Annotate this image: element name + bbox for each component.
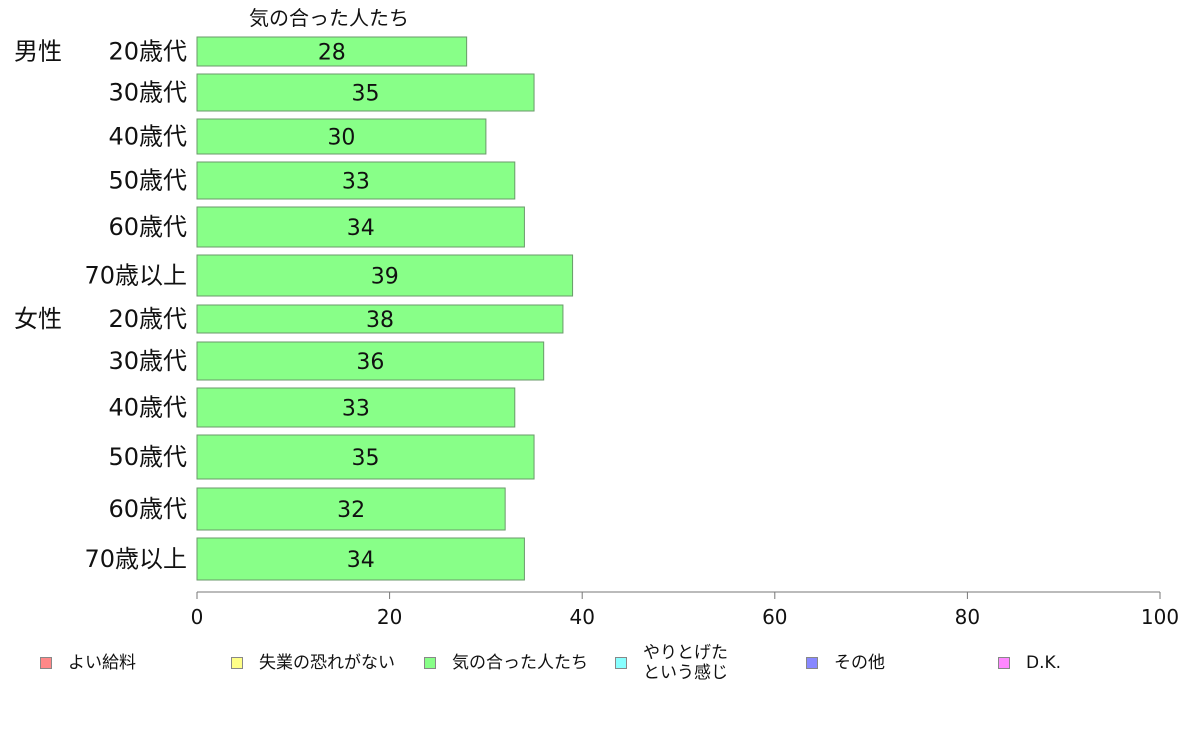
legend-label-4: その他 <box>834 653 885 673</box>
category-label-11: 70歳以上 <box>84 545 187 573</box>
category-label-6: 20歳代 <box>108 305 187 333</box>
bar-10 <box>196 487 506 531</box>
legend-swatch-1 <box>231 657 243 669</box>
legend-label-2: 気の合った人たち <box>452 653 588 673</box>
legend-swatch-2 <box>424 657 436 669</box>
x-tick-label-2: 40 <box>569 605 594 629</box>
legend-item-4: その他 <box>806 640 885 686</box>
legend-swatch-3 <box>615 657 627 669</box>
category-label-9: 50歳代 <box>108 443 187 471</box>
bar-3 <box>196 161 516 200</box>
category-label-1: 30歳代 <box>108 79 187 107</box>
x-tick-label-5: 100 <box>1141 605 1179 629</box>
data-label-6: 38 <box>366 308 394 333</box>
bar-4 <box>196 206 525 248</box>
legend-item-3: やりとげた という感じ <box>615 640 728 686</box>
data-label-2: 30 <box>327 126 355 151</box>
legend-item-1: 失業の恐れがない <box>231 640 395 686</box>
category-label-0: 20歳代 <box>108 38 187 66</box>
bar-11 <box>196 537 525 581</box>
legend-item-2: 気の合った人たち <box>424 640 588 686</box>
bar-1 <box>196 73 535 112</box>
data-label-1: 35 <box>352 82 380 107</box>
data-label-4: 34 <box>347 216 375 241</box>
category-label-5: 70歳以上 <box>84 262 187 290</box>
chart-title: 気の合った人たち <box>249 6 409 30</box>
bar-6 <box>196 304 564 334</box>
data-label-3: 33 <box>342 170 370 195</box>
data-label-0: 28 <box>318 41 346 66</box>
category-label-7: 30歳代 <box>108 347 187 375</box>
bar-2 <box>196 118 487 155</box>
bar-8 <box>196 387 516 428</box>
legend-label-1: 失業の恐れがない <box>259 653 395 673</box>
group-label-0: 男性 <box>14 38 62 66</box>
x-tick-label-1: 20 <box>377 605 402 629</box>
category-label-3: 50歳代 <box>108 167 187 195</box>
bar-5 <box>196 254 574 297</box>
legend-label-0: よい給料 <box>68 653 136 673</box>
bar-chart: 気の合った人たち 28 20歳代 男性 35 30歳代 30 40歳代 33 50歳代 34 60歳… <box>14 6 1179 629</box>
data-label-5: 39 <box>371 265 399 290</box>
category-label-10: 60歳代 <box>108 495 187 523</box>
data-label-10: 32 <box>337 498 365 523</box>
group-label-6: 女性 <box>14 305 62 333</box>
legend-swatch-4 <box>806 657 818 669</box>
legend-item-0: よい給料 <box>40 640 136 686</box>
data-label-8: 33 <box>342 397 370 422</box>
legend-label-5: D.K. <box>1026 653 1062 673</box>
legend-swatch-0 <box>40 657 52 669</box>
data-label-7: 36 <box>356 350 384 375</box>
x-tick-label-3: 60 <box>762 605 787 629</box>
legend-swatch-5 <box>998 657 1010 669</box>
x-tick-label-4: 80 <box>955 605 980 629</box>
category-label-2: 40歳代 <box>108 123 187 151</box>
bar-7 <box>196 341 545 381</box>
bar-0 <box>196 36 468 67</box>
legend: よい給料 失業の恐れがない 気の合った人たち やりとげた という感じ その他 D… <box>0 640 1188 690</box>
bar-9 <box>196 434 535 480</box>
legend-item-5: D.K. <box>998 640 1061 686</box>
data-label-9: 35 <box>352 446 380 471</box>
category-label-8: 40歳代 <box>108 394 187 422</box>
legend-label-3: やりとげた という感じ <box>643 643 728 683</box>
x-tick-label-0: 0 <box>191 605 204 629</box>
category-label-4: 60歳代 <box>108 213 187 241</box>
data-label-11: 34 <box>347 548 375 573</box>
